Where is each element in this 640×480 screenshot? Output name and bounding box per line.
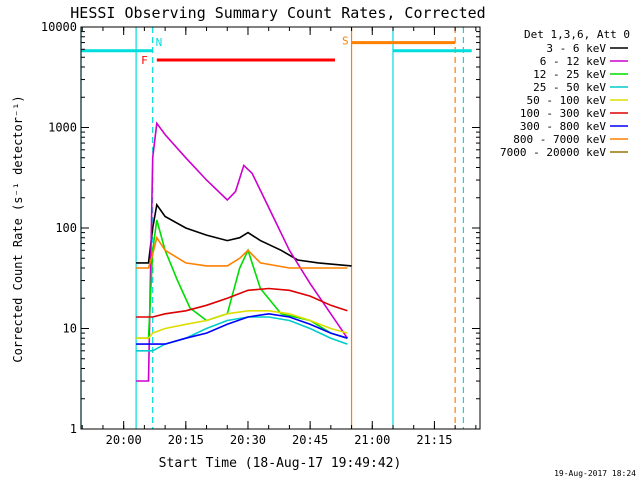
x-axis-label: Start Time (18-Aug-17 19:49:42) — [159, 456, 402, 471]
legend-label-2: 12 - 25 keV — [533, 68, 606, 81]
series-line-7 — [136, 235, 348, 269]
flag-label-f: F — [141, 54, 148, 67]
legend-label-5: 100 - 300 keV — [520, 107, 606, 120]
legend-label-4: 50 - 100 keV — [527, 94, 607, 107]
series-line-0 — [136, 202, 352, 267]
y-tick-label-3: 1000 — [48, 121, 77, 135]
y-tick-label-2: 100 — [55, 221, 77, 235]
x-tick-label-1: 20:15 — [168, 433, 204, 447]
flag-label-s: S — [342, 35, 349, 48]
series-line-6 — [136, 312, 348, 345]
x-tick-label-3: 20:45 — [292, 433, 328, 447]
x-tick-label-0: 20:00 — [106, 433, 142, 447]
legend-label-3: 25 - 50 keV — [533, 81, 606, 94]
series-line-2 — [136, 219, 348, 340]
footer-timestamp: 19-Aug-2017 18:24 — [554, 469, 636, 478]
legend-label-1: 6 - 12 keV — [540, 55, 607, 68]
x-tick-label-5: 21:15 — [416, 433, 452, 447]
axes: 1 10 100 1000 10000 20:00 20:15 20:30 20:45 21:00… — [41, 20, 480, 447]
y-axis-label: Corrected Count Rate (s⁻¹ detector⁻¹) — [11, 95, 25, 362]
series-line-3 — [136, 316, 348, 352]
legend-label-0: 3 - 6 keV — [546, 42, 606, 55]
y-tick-label-0: 1 — [70, 422, 77, 436]
y-tick-label-4: 10000 — [41, 20, 77, 34]
plot-area: NF S — [80, 27, 472, 429]
series-line-4 — [136, 309, 348, 340]
y-tick-label-1: 10 — [63, 322, 77, 336]
series-line-1 — [136, 121, 349, 382]
legend-label-8: 7000 - 20000 keV — [500, 146, 606, 159]
x-tick-label-2: 20:30 — [230, 433, 266, 447]
flag-label-n: N — [156, 36, 163, 49]
series-line-5 — [136, 287, 348, 318]
legend-label-6: 300 - 800 keV — [520, 120, 606, 133]
plot-frame — [80, 26, 481, 430]
legend-label-7: 800 - 7000 keV — [513, 133, 606, 146]
x-tick-label-4: 21:00 — [354, 433, 390, 447]
legend-title: Det 1,3,6, Att 0 — [524, 28, 630, 41]
chart-title: HESSI Observing Summary Count Rates, Cor… — [70, 4, 485, 22]
